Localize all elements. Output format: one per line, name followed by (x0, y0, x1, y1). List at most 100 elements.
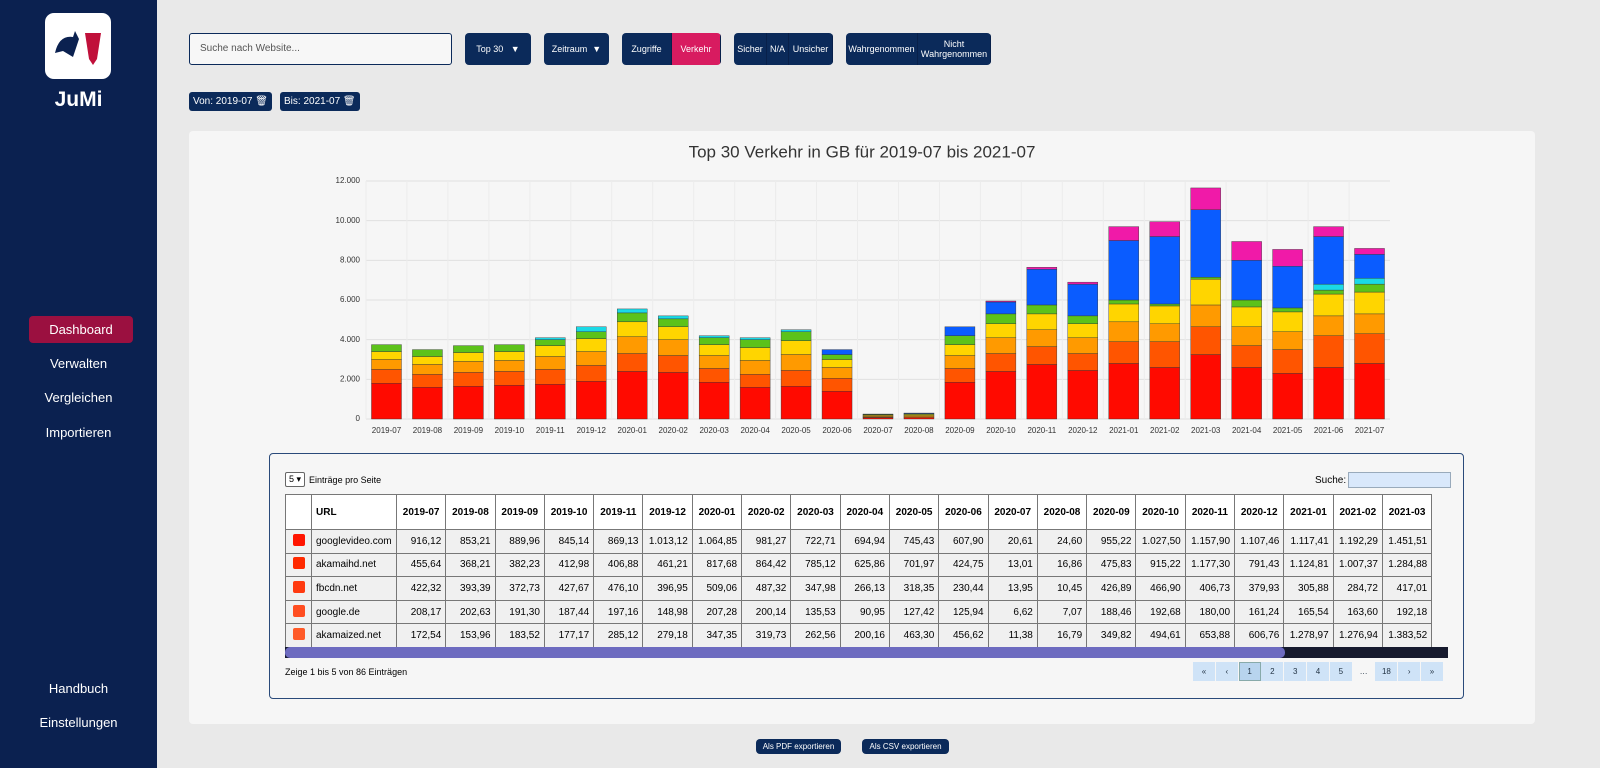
value-cell: 177,17 (543, 623, 595, 647)
header-cell[interactable]: 2020-03 (790, 494, 841, 530)
export-button[interactable]: Als PDF exportieren (756, 739, 841, 754)
page-button[interactable]: « (1193, 662, 1215, 681)
header-cell[interactable]: 2020-10 (1135, 494, 1186, 530)
bar-segment (1190, 326, 1221, 355)
nav-item[interactable]: Handbuch (48, 681, 109, 696)
x-tick-label: 2019-07 (372, 426, 402, 435)
header-cell (285, 494, 312, 530)
x-tick-label: 2020-09 (945, 426, 975, 435)
bar-segment (1149, 323, 1180, 342)
scrollbar-thumb[interactable] (285, 647, 1285, 658)
swatch-cell (285, 599, 312, 625)
header-cell[interactable]: 2021-01 (1283, 494, 1334, 530)
header-cell[interactable]: 2019-09 (494, 494, 545, 530)
header-cell[interactable]: 2019-08 (445, 494, 496, 530)
value-cell: 417,01 (1381, 576, 1433, 601)
page-button[interactable]: … (1359, 667, 1368, 676)
value-cell: 466,90 (1135, 576, 1186, 601)
header-cell[interactable]: 2019-12 (642, 494, 693, 530)
bar-segment (576, 365, 607, 382)
bar-segment (494, 385, 525, 420)
header-cell[interactable]: 2020-12 (1234, 494, 1285, 530)
page-button[interactable]: › (1398, 662, 1421, 681)
nav-item[interactable]: Dashboard (29, 316, 133, 343)
nav-item[interactable]: Einstellungen (39, 715, 118, 730)
toggle-button[interactable]: Nicht Wahrgenommen (918, 33, 991, 65)
header-cell[interactable]: 2020-06 (938, 494, 989, 530)
header-cell[interactable]: 2020-02 (741, 494, 792, 530)
value-cell: 183,52 (494, 623, 545, 647)
to-chip[interactable]: Bis: 2021-07 🗑 (280, 92, 360, 111)
bar-segment (453, 352, 484, 362)
page-button[interactable]: 1 (1238, 662, 1261, 681)
value-cell: 10,45 (1036, 576, 1088, 601)
page-button[interactable]: » (1421, 662, 1443, 681)
toggle-button[interactable]: Wahrgenommen (846, 33, 918, 65)
swatch-cell (285, 529, 312, 554)
header-cell[interactable]: 2019-07 (395, 494, 447, 530)
value-cell: 7,07 (1036, 599, 1088, 625)
bar-segment (1354, 313, 1385, 334)
bar-segment (1313, 236, 1344, 285)
value-cell: 1.451,51 (1381, 529, 1433, 554)
bar-segment (1313, 289, 1344, 295)
toggle-button[interactable]: Verkehr (672, 33, 721, 65)
header-cell[interactable]: 2020-09 (1086, 494, 1137, 530)
value-cell: 915,22 (1135, 552, 1186, 578)
search-input[interactable]: Suche nach Website... (189, 33, 452, 65)
toggle-button[interactable]: N/A (767, 33, 789, 65)
bar-segment (412, 364, 443, 375)
from-chip[interactable]: Von: 2019-07 🗑 (189, 92, 272, 111)
header-cell[interactable]: 2019-11 (593, 494, 644, 530)
bar-segment (617, 312, 648, 323)
header-cell[interactable]: 2020-07 (987, 494, 1038, 530)
bar-segment (1354, 277, 1385, 285)
bar-segment (576, 338, 607, 352)
bar-segment (821, 359, 853, 368)
toggle-button[interactable]: Zugriffe (622, 33, 672, 65)
value-cell: 916,12 (395, 529, 447, 554)
data-table: URL 2019-07 2019-08 2019-09 2019-10 2019-11 20… (285, 494, 1433, 647)
page-button[interactable]: 3 (1284, 662, 1307, 681)
logo[interactable] (45, 13, 111, 79)
bar-segment (780, 329, 812, 332)
header-cell[interactable]: 2020-05 (888, 494, 940, 530)
value-cell: 487,32 (741, 576, 792, 601)
nav-item[interactable]: Verwalten (49, 356, 108, 371)
nav-item[interactable]: Vergleichen (44, 390, 113, 405)
period-dropdown[interactable]: Zeitraum ▼ (544, 33, 609, 65)
scrollbar[interactable] (285, 647, 1448, 658)
nav-item[interactable]: Importieren (45, 425, 112, 440)
value-cell: 20,61 (987, 529, 1038, 554)
value-cell: 653,88 (1184, 623, 1236, 647)
header-cell[interactable]: 2019-10 (543, 494, 595, 530)
page-button[interactable]: 2 (1261, 662, 1284, 681)
bar-segment (821, 378, 853, 392)
search-box[interactable] (1348, 472, 1452, 488)
header-cell[interactable]: URL (311, 494, 397, 530)
bar-segment (1354, 363, 1385, 420)
y-tick-label: 8.000 (340, 255, 361, 264)
toggle-button[interactable]: Unsicher (789, 33, 833, 65)
color-swatch (292, 533, 305, 546)
top-dropdown[interactable]: Top 30 ▼ (465, 33, 531, 65)
header-cell[interactable]: 2020-04 (839, 494, 890, 530)
bar-segment (453, 372, 484, 387)
page-button[interactable]: 4 (1307, 662, 1329, 681)
bar-segment (1149, 303, 1180, 307)
page-button[interactable]: ‹ (1215, 662, 1238, 681)
page-size-select[interactable]: 5 ▾ (285, 472, 306, 487)
toggle-button[interactable]: Sicher (734, 33, 767, 65)
header-cell[interactable]: 2021-02 (1332, 494, 1383, 530)
page-button[interactable]: 18 (1375, 662, 1398, 681)
header-cell[interactable]: 2020-11 (1184, 494, 1236, 530)
value-cell: 16,79 (1036, 623, 1088, 647)
export-button[interactable]: Als CSV exportieren (862, 739, 949, 754)
header-cell[interactable]: 2021-03 (1381, 494, 1433, 530)
x-tick-label: 2021-04 (1232, 426, 1262, 435)
value-cell: 284,72 (1332, 576, 1383, 601)
value-cell: 197,16 (593, 599, 644, 625)
header-cell[interactable]: 2020-08 (1036, 494, 1088, 530)
header-cell[interactable]: 2020-01 (691, 494, 743, 530)
page-button[interactable]: 5 (1329, 662, 1352, 681)
